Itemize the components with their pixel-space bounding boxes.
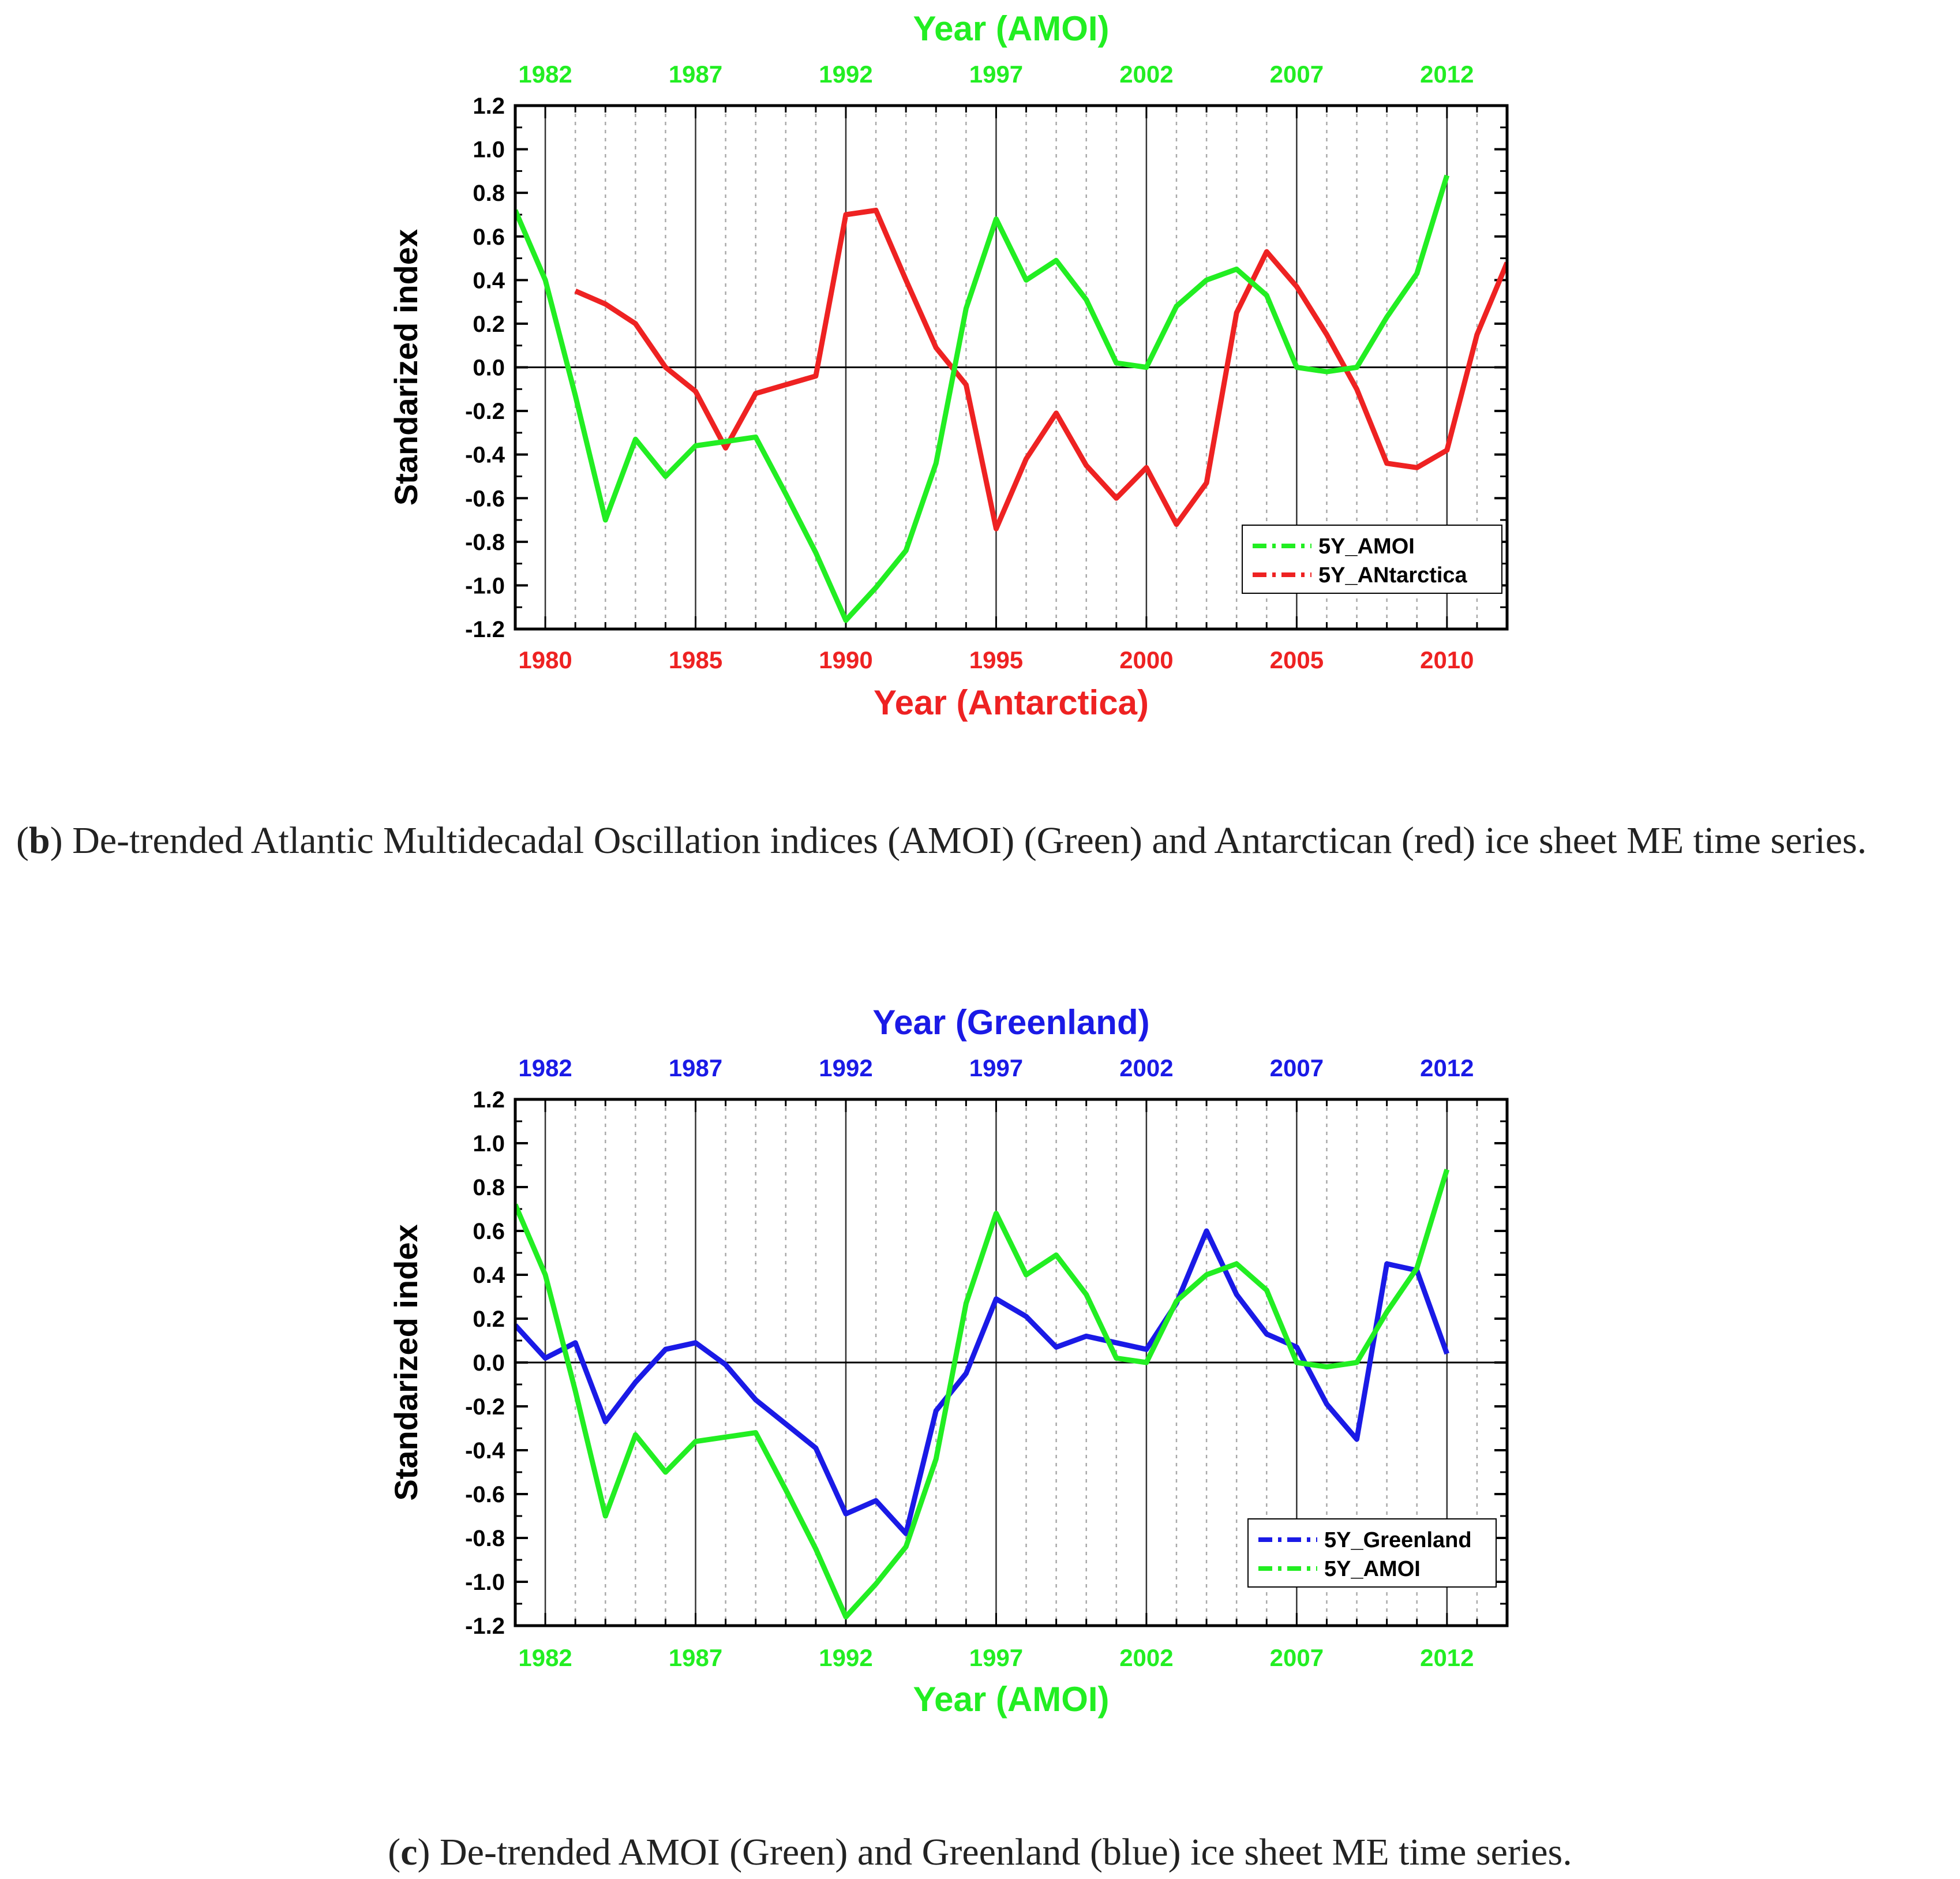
chart-b-y-tick-label: 1.2 bbox=[473, 93, 505, 119]
chart-b-y-tick-label: -0.8 bbox=[465, 530, 505, 555]
chart-c-series-group bbox=[515, 1169, 1450, 1620]
chart-c-top-axis: 1982 1987 1992 1997 2002 2007 2012 Year (Greenl… bbox=[514, 1003, 1508, 1112]
chart-b-top-tick-label: 2007 bbox=[1270, 61, 1324, 88]
chart-b-y-tick-label: -1.0 bbox=[465, 573, 505, 598]
chart-c-top-tick-label: 1987 bbox=[669, 1054, 722, 1081]
chart-c-y-tick-label: 0.4 bbox=[473, 1263, 505, 1288]
chart-b-y-tick-label: -0.6 bbox=[465, 486, 505, 511]
chart-b-y-tick-label: -1.2 bbox=[465, 617, 505, 642]
chart-c-y-tick-label: 0.8 bbox=[473, 1175, 505, 1200]
chart-panel-c: -1.2 -1.0 -0.8 -0.6 -0.4 -0.2 0.0 0.2 0.4 0.6 0.8 1… bbox=[388, 1003, 1509, 1719]
chart-c-y-tick-label: -1.2 bbox=[465, 1614, 505, 1639]
chart-c-bottom-tick-label: 1987 bbox=[669, 1644, 722, 1671]
chart-b-plot-frame bbox=[514, 104, 1509, 631]
chart-c-top-axis-label: Year (Greenland) bbox=[872, 1003, 1149, 1042]
caption-b-text: De-trended Atlantic Multidecadal Oscilla… bbox=[72, 819, 1867, 862]
chart-c-series-5y-amoi bbox=[515, 1169, 1450, 1620]
chart-b-ylabel: Standarized index bbox=[388, 229, 424, 506]
chart-b-legend-box bbox=[1242, 525, 1502, 594]
chart-b-top-axis-label: Year (AMOI) bbox=[913, 9, 1109, 48]
chart-b-bottom-tick-label: 1985 bbox=[669, 646, 722, 673]
chart-b-y-tick-label: 0.2 bbox=[473, 312, 505, 337]
chart-b-bottom-tick-label: 2000 bbox=[1119, 646, 1173, 673]
chart-c-y-tick-label: 0.6 bbox=[473, 1219, 505, 1244]
chart-c-y-tick-label: 0.0 bbox=[473, 1350, 505, 1376]
chart-b-series-5y-antarctica bbox=[574, 207, 1507, 531]
chart-b-legend-label: 5Y_ANtarctica bbox=[1318, 563, 1468, 587]
chart-c-plot-frame bbox=[514, 1098, 1509, 1627]
chart-c-y-tick-label: 1.0 bbox=[473, 1131, 505, 1156]
chart-c-top-tick-label: 2002 bbox=[1119, 1054, 1173, 1081]
chart-c-y-tick-label: 1.2 bbox=[473, 1087, 505, 1113]
chart-c-top-tick-label: 2007 bbox=[1270, 1054, 1324, 1081]
caption-c-text: De-trended AMOI (Green) and Greenland (b… bbox=[440, 1831, 1572, 1873]
chart-b-top-tick-label: 1987 bbox=[669, 61, 722, 88]
chart-c-y-tick-label: 0.2 bbox=[473, 1307, 505, 1332]
chart-b-top-tick-label: 1997 bbox=[969, 61, 1023, 88]
chart-c-top-tick-label: 1997 bbox=[969, 1054, 1023, 1081]
chart-c-top-tick-label: 1992 bbox=[819, 1054, 872, 1081]
chart-b-series-group bbox=[515, 174, 1507, 623]
caption-c: (c) De-trended AMOI (Green) and Greenlan… bbox=[388, 1831, 1572, 1873]
chart-b-bottom-tick-label: 1995 bbox=[969, 646, 1023, 673]
chart-c-bottom-axis-label: Year (AMOI) bbox=[913, 1680, 1109, 1719]
chart-c-y-tick-label: -0.8 bbox=[465, 1526, 505, 1551]
chart-c-bottom-tick-label: 2002 bbox=[1119, 1644, 1173, 1671]
chart-b-bottom-tick-label: 1990 bbox=[819, 646, 872, 673]
chart-c-bottom-tick-label: 2012 bbox=[1420, 1644, 1474, 1671]
chart-b-bottom-axis-label: Year (Antarctica) bbox=[874, 683, 1149, 722]
chart-b-y-tick-label: -0.4 bbox=[465, 443, 505, 468]
chart-c-legend-label: 5Y_AMOI bbox=[1324, 1557, 1421, 1581]
chart-c-y-tick-label: -0.4 bbox=[465, 1438, 505, 1463]
caption-c-letter: c bbox=[400, 1831, 418, 1873]
chart-c-bottom-tick-label: 1992 bbox=[819, 1644, 872, 1671]
chart-b-y-tick-label: 0.8 bbox=[473, 181, 505, 206]
chart-c-bottom-tick-label: 2007 bbox=[1270, 1644, 1324, 1671]
chart-b-top-tick-label: 2012 bbox=[1420, 61, 1474, 88]
chart-c-y-tick-label: -1.0 bbox=[465, 1570, 505, 1595]
chart-b-bottom-tick-label: 2005 bbox=[1270, 646, 1324, 673]
chart-b-y-tick-label: -0.2 bbox=[465, 399, 505, 424]
chart-c-legend: 5Y_Greenland 5Y_AMOI bbox=[1247, 1518, 1497, 1588]
caption-b: (b) De-trended Atlantic Multidecadal Osc… bbox=[16, 819, 1867, 862]
chart-b-series-5y-amoi bbox=[515, 174, 1450, 623]
chart-b-y-tick-label: 1.0 bbox=[473, 137, 505, 163]
chart-c-legend-box bbox=[1247, 1518, 1497, 1588]
chart-panel-b: -1.2 -1.0 -0.8 -0.6 -0.4 -0.2 0.0 0.2 0.4 0.6 0.8 1… bbox=[388, 9, 1509, 722]
chart-c-top-tick-label: 1982 bbox=[518, 1054, 572, 1081]
chart-b-bottom-tick-label: 1980 bbox=[518, 646, 572, 673]
chart-b-top-tick-label: 2002 bbox=[1119, 61, 1173, 88]
chart-b-bottom-axis: 1980 1985 1990 1995 2000 2005 2010 Year (Antarc… bbox=[514, 616, 1508, 722]
caption-b-letter: b bbox=[28, 819, 50, 862]
chart-c-y-tick-label: -0.2 bbox=[465, 1394, 505, 1420]
chart-b-y-tick-label: 0.6 bbox=[473, 224, 505, 250]
chart-b-bottom-tick-label: 2010 bbox=[1420, 646, 1474, 673]
chart-c-bottom-tick-label: 1982 bbox=[518, 1644, 572, 1671]
chart-b-y-tick-label: 0.0 bbox=[473, 355, 505, 381]
chart-c-y-tick-label: -0.6 bbox=[465, 1482, 505, 1507]
chart-c-ylabel: Standarized index bbox=[388, 1224, 424, 1500]
chart-b-y-tick-label: 0.4 bbox=[473, 268, 505, 293]
chart-b-legend: 5Y_AMOI 5Y_ANtarctica bbox=[1242, 525, 1502, 594]
chart-b-top-axis: 1982 1987 1992 1997 2002 2007 2012 Year (AMOI) bbox=[514, 9, 1508, 118]
chart-c-top-tick-label: 2012 bbox=[1420, 1054, 1474, 1081]
chart-c-bottom-tick-label: 1997 bbox=[969, 1644, 1023, 1671]
chart-b-top-tick-label: 1982 bbox=[518, 61, 572, 88]
chart-c-bottom-axis: 1982 1987 1992 1997 2002 2007 2012 Year (AMOI) bbox=[514, 1613, 1508, 1719]
chart-b-legend-label: 5Y_AMOI bbox=[1318, 534, 1415, 559]
chart-c-legend-label: 5Y_Greenland bbox=[1324, 1528, 1472, 1552]
chart-c-series-5y-greenland bbox=[515, 1228, 1450, 1536]
chart-b-y-axis: -1.2 -1.0 -0.8 -0.6 -0.4 -0.2 0.0 0.2 0.4 0.6 0.8 1… bbox=[465, 93, 1507, 642]
chart-b-top-tick-label: 1992 bbox=[819, 61, 872, 88]
